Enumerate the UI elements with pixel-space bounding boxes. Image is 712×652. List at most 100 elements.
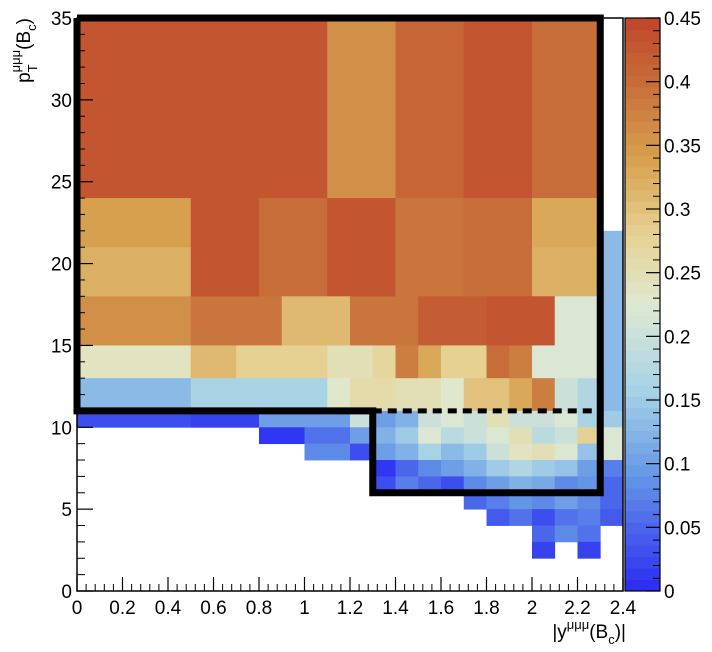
cell [77, 198, 192, 248]
x-tick-label: 0.8 [246, 598, 272, 619]
palette-step [625, 63, 660, 76]
x-tick-label: 1.4 [382, 598, 409, 619]
cell [577, 410, 601, 428]
cell [350, 410, 374, 428]
cell [486, 410, 510, 428]
z-tick-label: 0.15 [664, 391, 701, 412]
palette-step [625, 270, 660, 283]
palette-step [625, 327, 660, 340]
cell [372, 443, 396, 461]
x-tick-label: 2.2 [564, 598, 590, 619]
palette-step [625, 121, 660, 134]
cell [463, 198, 533, 248]
palette-step [625, 155, 660, 168]
cell [327, 198, 396, 248]
cell [600, 410, 624, 428]
cell [418, 345, 442, 379]
cell [577, 460, 601, 477]
x-tick-label: 0.2 [109, 598, 135, 619]
x-tick-label: 1 [299, 598, 310, 619]
cell [600, 492, 624, 510]
cell [190, 345, 237, 379]
cell [441, 476, 465, 494]
cell [600, 476, 624, 494]
cell [532, 509, 556, 526]
y-title-sup: μμμ [8, 50, 23, 72]
palette-step [625, 384, 660, 397]
x-tick-label: 0 [72, 598, 83, 619]
palette-step [625, 98, 660, 111]
x-tick-label: 1.8 [473, 598, 499, 619]
z-tick-label: 0.3 [664, 200, 690, 221]
y-tick-label: 20 [51, 255, 72, 276]
cell [190, 247, 260, 297]
palette-step [625, 189, 660, 202]
x-axis-title: |yμμμ(Bc)| [552, 617, 626, 647]
cell [418, 476, 442, 494]
cell [372, 427, 396, 445]
cell [304, 427, 351, 445]
y-title-part: p [14, 72, 35, 83]
cell [463, 443, 487, 461]
y-title-sub: T [25, 64, 40, 72]
cell [554, 378, 578, 412]
palette-step [625, 338, 660, 351]
cell [190, 410, 260, 428]
x-title-part: (B [589, 622, 608, 643]
cell [509, 509, 533, 526]
palette-step [625, 52, 660, 65]
cell [395, 345, 419, 379]
palette-step [625, 361, 660, 374]
cell [509, 427, 533, 445]
cell [486, 460, 510, 477]
cell [395, 460, 419, 477]
cell [554, 492, 578, 510]
cell [577, 443, 601, 461]
cell [372, 476, 396, 494]
cell [600, 427, 624, 461]
cell [509, 345, 533, 379]
cell [577, 492, 601, 510]
y-tick-label: 35 [51, 9, 72, 30]
cell [577, 378, 601, 412]
cell [509, 492, 533, 510]
cell [441, 460, 465, 477]
palette-step [625, 293, 660, 305]
palette-step [625, 476, 660, 489]
cell [77, 378, 192, 412]
cell [463, 492, 487, 510]
cell [395, 378, 442, 412]
cell [600, 230, 624, 412]
x-tick-label: 1.2 [337, 598, 363, 619]
z-tick-label: 0.25 [664, 264, 701, 285]
palette-step [625, 350, 660, 363]
cell [577, 427, 601, 445]
cell [532, 345, 601, 379]
palette-step [625, 247, 660, 260]
cell [259, 410, 351, 428]
cell [77, 296, 192, 346]
cell [554, 443, 578, 461]
cell [463, 476, 487, 494]
cell [509, 378, 533, 412]
cell [441, 443, 465, 461]
palette-step [625, 396, 660, 409]
cell [418, 443, 442, 461]
cell [418, 410, 442, 428]
cell [281, 296, 351, 346]
cell [463, 460, 487, 477]
cell [554, 427, 578, 445]
cell [77, 18, 328, 199]
cell [418, 460, 442, 477]
x-tick-label: 1.6 [428, 598, 454, 619]
palette-step [625, 224, 660, 237]
cell [486, 509, 510, 526]
cell [532, 541, 556, 559]
palette-step [625, 235, 660, 248]
palette-step [625, 579, 660, 592]
cell [532, 460, 556, 477]
cell [304, 443, 351, 461]
palette-step [625, 86, 660, 99]
